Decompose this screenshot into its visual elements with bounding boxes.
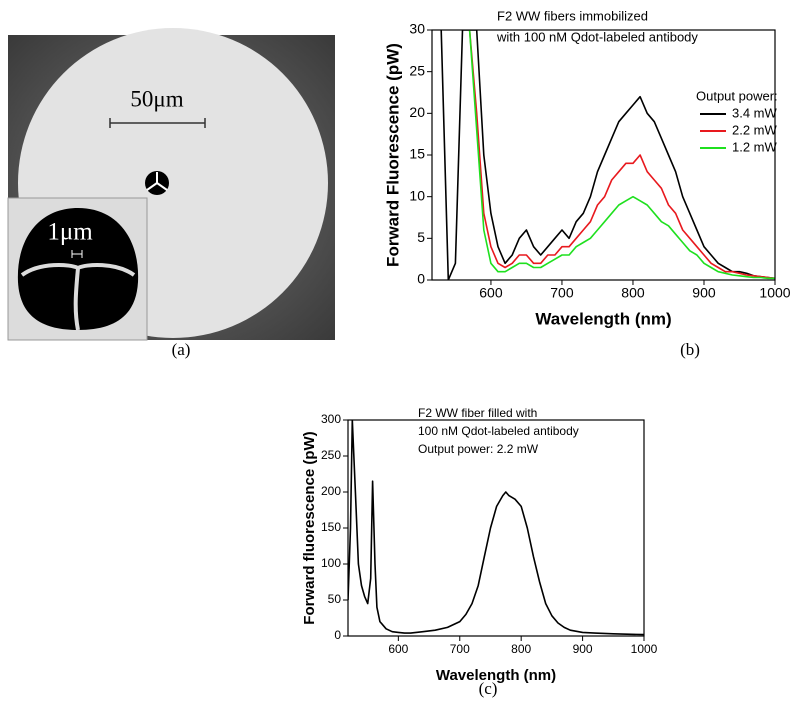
scale-bar-label: 50μm <box>130 86 183 111</box>
scale-bar <box>109 118 206 128</box>
annotation: Output power: 2.2 mW <box>418 442 539 456</box>
micrograph: 50μm 1μm (a) <box>7 28 335 359</box>
y-tick-label: 25 <box>409 62 425 78</box>
annotation: F2 WW fiber filled with <box>418 406 537 420</box>
x-tick-label: 900 <box>692 285 716 301</box>
y-tick-label: 100 <box>321 556 341 570</box>
y-tick-label: 20 <box>409 104 425 120</box>
inset-walls <box>20 263 136 331</box>
y-axis-label: Forward fluorescence (pW) <box>301 431 318 624</box>
y-tick-label: 50 <box>328 592 342 606</box>
y-tick-label: 200 <box>321 484 341 498</box>
caption: (c) <box>479 679 498 698</box>
legend-title: Output power: <box>696 88 778 103</box>
x-axis-label: Wavelength (nm) <box>436 667 556 684</box>
annotation: F2 WW fibers immobilized <box>497 8 648 23</box>
x-tick-label: 800 <box>621 285 645 301</box>
annotation: with 100 nM Qdot-labeled antibody <box>496 29 698 44</box>
y-tick-label: 5 <box>417 229 425 245</box>
legend-label: 3.4 mW <box>732 105 778 120</box>
data-line <box>440 30 775 280</box>
caption: (b) <box>680 340 700 359</box>
inset-scale-label: 1μm <box>47 219 93 246</box>
y-tick-label: 0 <box>417 271 425 287</box>
x-tick-label: 1000 <box>631 642 658 656</box>
y-tick-label: 10 <box>409 187 425 203</box>
data-line <box>348 420 644 636</box>
x-tick-label: 1000 <box>759 285 790 301</box>
legend-label: 2.2 mW <box>732 122 778 137</box>
core-walls <box>146 172 168 191</box>
chart: F2 WW fiber filled with 100 nM Qdot-label… <box>301 406 658 698</box>
y-tick-label: 250 <box>321 448 341 462</box>
x-tick-label: 700 <box>450 642 470 656</box>
data-line <box>468 30 775 280</box>
chart: F2 WW fibers immobilized with 100 nM Qdot… <box>383 8 790 358</box>
y-tick-label: 0 <box>334 628 341 642</box>
data-line <box>468 30 775 280</box>
x-tick-label: 700 <box>550 285 574 301</box>
x-tick-label: 600 <box>479 285 503 301</box>
annotation: 100 nM Qdot-labeled antibody <box>418 424 579 438</box>
y-tick-label: 15 <box>409 146 425 162</box>
x-axis-label: Wavelength (nm) <box>535 309 671 328</box>
x-tick-label: 800 <box>511 642 531 656</box>
legend-label: 1.2 mW <box>732 139 778 154</box>
y-axis-label: Forward Fluorescence (pW) <box>383 43 402 267</box>
y-tick-label: 150 <box>321 520 341 534</box>
inset-scale-bar <box>71 250 83 258</box>
y-tick-label: 30 <box>409 21 425 37</box>
y-tick-label: 300 <box>321 412 341 426</box>
caption: (a) <box>172 340 191 359</box>
x-tick-label: 900 <box>573 642 593 656</box>
x-tick-label: 600 <box>388 642 408 656</box>
